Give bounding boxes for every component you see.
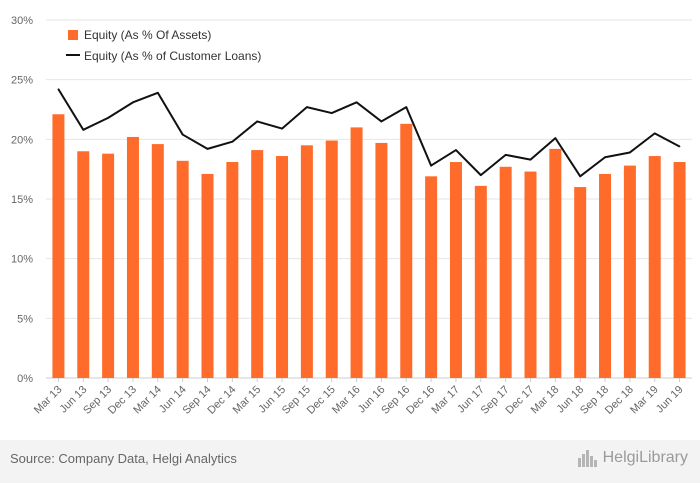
bar: [425, 176, 438, 378]
bar: [499, 166, 512, 378]
line-point: [82, 128, 85, 131]
bar: [325, 140, 338, 378]
bar: [375, 142, 388, 378]
x-tick-label: Jun 19: [654, 384, 686, 416]
y-tick-label: 15%: [11, 194, 33, 206]
footer: Source: Company Data, Helgi Analytics He…: [0, 440, 700, 483]
bar: [350, 127, 363, 379]
x-tick-label: Mar 17: [429, 384, 462, 417]
line-point: [678, 145, 681, 148]
bar: [126, 136, 139, 378]
bar: [599, 173, 612, 378]
bar: [102, 153, 115, 378]
bar: [276, 156, 289, 378]
brand-logo: HelgiLibrary: [577, 448, 688, 468]
bar-series: [52, 114, 686, 379]
y-tick-label: 5%: [17, 313, 33, 325]
bar: [151, 144, 164, 378]
bar: [226, 162, 239, 378]
city-skyline-icon: [577, 450, 597, 467]
bar: [251, 150, 264, 378]
line-series: [57, 88, 681, 178]
bar: [623, 165, 636, 378]
y-tick-label: 25%: [11, 75, 33, 87]
legend-label-loans: Equity (As % of Customer Loans): [84, 49, 261, 63]
x-tick-label: Mar 19: [628, 384, 661, 417]
line-point: [579, 175, 581, 178]
y-tick-label: 10%: [11, 254, 33, 266]
y-tick-label: 20%: [11, 134, 33, 146]
bar: [300, 145, 313, 378]
line-point: [629, 151, 631, 154]
line-point: [455, 149, 457, 151]
gridlines: [46, 19, 692, 379]
x-tick-label: Mar 16: [330, 384, 363, 417]
y-axis-ticks: 0% 5% 10% 15% 20% 25% 30%: [11, 15, 33, 385]
line-point: [604, 156, 606, 159]
bar: [400, 123, 413, 378]
line-point: [181, 133, 184, 136]
bar: [52, 114, 65, 379]
bar: [673, 162, 686, 378]
line-point: [57, 88, 60, 91]
x-tick-label: Mar 18: [529, 384, 562, 417]
line-point: [653, 132, 656, 135]
line-point: [231, 140, 234, 143]
legend-swatch-bar: [68, 30, 78, 40]
line-path: [57, 88, 681, 178]
y-tick-label: 30%: [11, 15, 33, 27]
brand-text: HelgiLibrary: [602, 449, 688, 466]
line-point: [355, 101, 358, 104]
line-point: [504, 154, 507, 156]
source-text: Source: Company Data, Helgi Analytics: [10, 451, 237, 466]
line-point: [380, 120, 383, 123]
bar: [176, 160, 189, 378]
line-point: [554, 137, 557, 139]
line-point: [330, 112, 333, 114]
line-point: [529, 158, 532, 161]
x-tick-label: Mar 14: [131, 384, 164, 417]
line-point: [256, 120, 258, 123]
x-tick-label: Mar 13: [32, 384, 65, 417]
bar: [201, 173, 214, 378]
line-point: [107, 117, 109, 119]
line-point: [206, 148, 209, 150]
line-point: [430, 164, 432, 167]
bar: [474, 185, 487, 378]
line-point: [405, 106, 408, 108]
legend-label-assets: Equity (As % Of Assets): [84, 28, 211, 42]
line-point: [306, 106, 308, 108]
bar: [574, 187, 587, 378]
x-tick-label: Mar 15: [231, 384, 264, 417]
legend: Equity (As % Of Assets) Equity (As % of …: [66, 28, 261, 63]
line-point: [480, 174, 482, 176]
bar: [77, 151, 90, 378]
y-tick-label: 0%: [17, 373, 33, 385]
line-point: [281, 127, 283, 130]
bar: [449, 162, 462, 378]
bar: [549, 148, 562, 378]
line-point: [157, 91, 159, 94]
bar: [524, 171, 537, 378]
line-point: [132, 101, 134, 104]
bar: [648, 156, 661, 378]
